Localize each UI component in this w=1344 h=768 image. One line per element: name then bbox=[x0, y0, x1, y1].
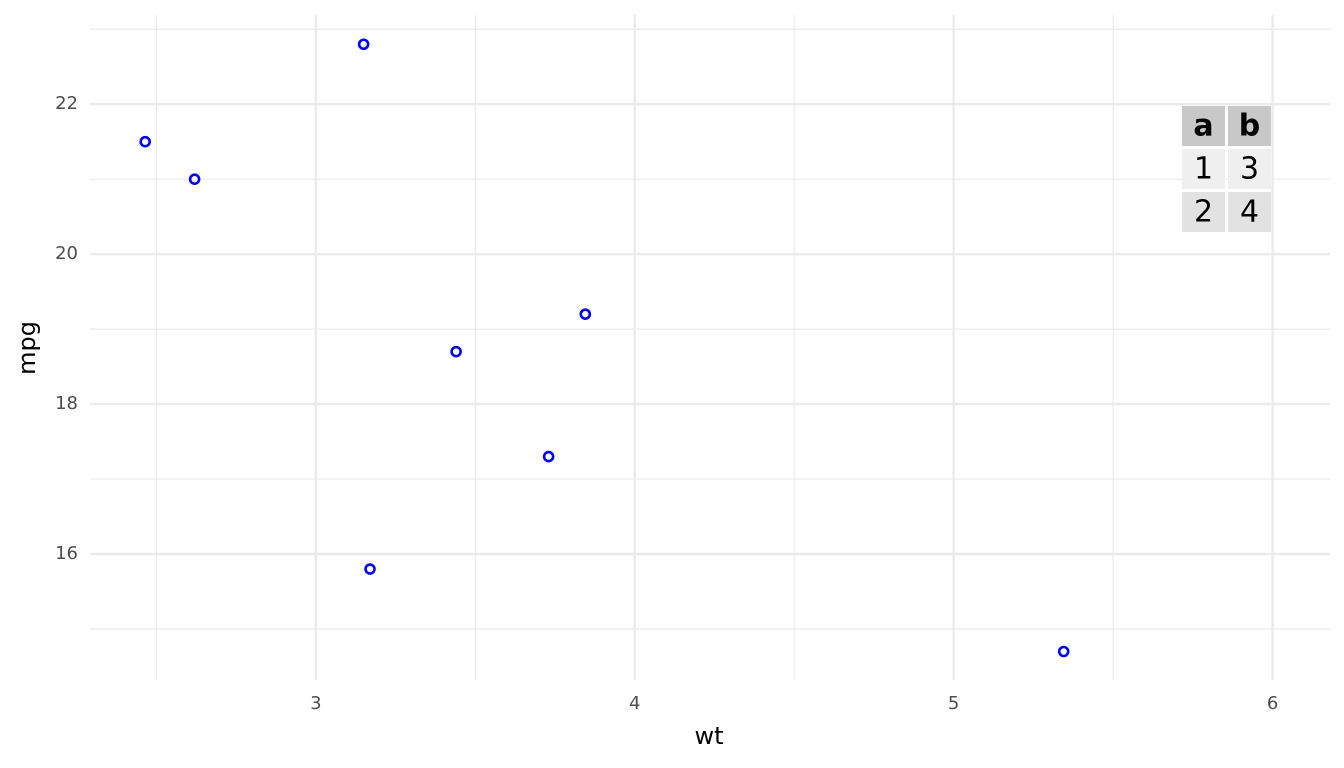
table-header-cell bbox=[1228, 106, 1271, 146]
y-tick-label: 22 bbox=[55, 93, 78, 114]
point bbox=[188, 173, 201, 185]
table-header: b bbox=[1239, 109, 1260, 144]
table-cell-bg bbox=[1228, 149, 1271, 189]
y-tick-label: 18 bbox=[55, 393, 78, 414]
y-tick-label: 16 bbox=[55, 543, 78, 564]
table-header-cell bbox=[1182, 106, 1225, 146]
y-axis-title: mpg bbox=[13, 321, 41, 375]
point bbox=[139, 135, 151, 148]
point bbox=[364, 563, 376, 575]
x-axis-title: wt bbox=[694, 722, 723, 750]
table-cell-bg bbox=[1182, 192, 1225, 232]
inset-table: a b1 32 4 bbox=[1182, 106, 1271, 232]
y-tick-label: 20 bbox=[55, 243, 78, 264]
point bbox=[1057, 645, 1070, 658]
table-cell-bg bbox=[1182, 149, 1225, 189]
table-cell: 1 bbox=[1194, 152, 1213, 187]
x-tick-label: 6 bbox=[1267, 693, 1278, 714]
points bbox=[139, 38, 1070, 658]
grid bbox=[90, 15, 1330, 680]
x-tick-label: 5 bbox=[948, 693, 959, 714]
x-tick-label: 3 bbox=[310, 693, 321, 714]
table-cell: 3 bbox=[1240, 152, 1259, 187]
point bbox=[542, 450, 555, 463]
table-cell-bg bbox=[1228, 192, 1271, 232]
point bbox=[579, 308, 592, 320]
point bbox=[357, 38, 370, 51]
table-cell: 4 bbox=[1240, 195, 1259, 230]
x-tick-label: 4 bbox=[629, 693, 640, 714]
point bbox=[450, 345, 462, 358]
table-header: a bbox=[1193, 109, 1213, 144]
table-cell: 2 bbox=[1194, 195, 1213, 230]
